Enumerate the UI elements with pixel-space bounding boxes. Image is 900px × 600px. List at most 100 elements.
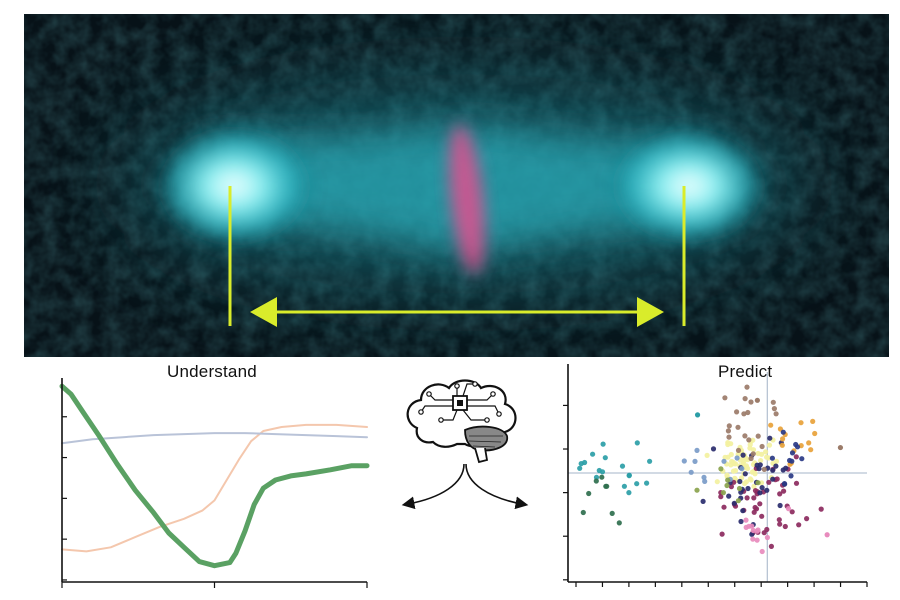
scatter-point: [719, 531, 725, 537]
scatter-point: [580, 509, 586, 516]
scatter-point: [734, 409, 740, 415]
scatter-point: [701, 474, 707, 480]
cerebellum: [464, 425, 508, 452]
right-spindle-pole: [609, 128, 769, 244]
understand-panel: Understand: [40, 360, 380, 600]
scatter-point: [753, 506, 760, 512]
scatter-point: [742, 396, 748, 402]
scatter-point: [757, 490, 763, 496]
scatter-point: [766, 479, 772, 485]
scatter-point: [812, 430, 818, 437]
cerebellum-folds: [468, 435, 503, 448]
scatter-point: [704, 452, 710, 458]
scatter-point: [750, 451, 756, 457]
scatter-point: [777, 521, 783, 527]
scatter-point: [725, 428, 731, 434]
scatter-point: [773, 411, 779, 417]
scatter-point: [788, 473, 794, 479]
scatter-point: [726, 434, 732, 440]
scatter-point: [837, 444, 844, 451]
scatter-point: [603, 483, 609, 489]
scatter-point: [647, 458, 653, 464]
scatter-point: [710, 446, 717, 452]
scatter-point: [755, 433, 761, 439]
scatter-point: [745, 409, 751, 416]
scatter-point: [681, 458, 687, 464]
micrograph-svg: [24, 14, 889, 357]
line-series: [61, 432, 368, 445]
scatter-point: [777, 502, 783, 509]
scatter-point: [798, 420, 804, 426]
brain-stem: [474, 447, 489, 464]
scatter-point: [785, 506, 792, 512]
scatter-point: [737, 478, 743, 485]
scatter-point: [748, 399, 754, 405]
scatter-point: [764, 534, 770, 541]
scatter-point: [794, 444, 801, 450]
scatter-point: [804, 516, 810, 522]
scatter-point: [789, 450, 796, 456]
scatter-point: [764, 526, 770, 533]
scatter-point: [738, 518, 744, 525]
scatter-point: [741, 459, 747, 465]
scatter-point: [621, 483, 627, 489]
scatter-point: [796, 522, 802, 528]
scatter-point: [793, 480, 800, 486]
scatter-point: [736, 485, 743, 492]
scatter-point: [770, 399, 776, 405]
scatter-point: [744, 464, 750, 470]
line-series: [61, 423, 368, 553]
scatter-point: [746, 523, 752, 529]
scatter-point: [774, 476, 780, 482]
scatter-point: [744, 495, 750, 501]
scatter-point: [747, 442, 753, 448]
scatter-point: [734, 455, 740, 461]
scatter-point: [599, 474, 605, 480]
scatter-point: [780, 436, 786, 442]
scatter-point: [808, 447, 814, 453]
scatter-point: [769, 455, 775, 461]
scatter-point: [586, 490, 592, 497]
scatter-point: [787, 457, 793, 464]
scatter-point: [751, 495, 757, 501]
scatter-point: [725, 441, 731, 448]
scatter-point: [759, 485, 765, 491]
scatter-point: [770, 467, 776, 473]
scatter-point: [799, 456, 805, 462]
scatter-point: [722, 454, 728, 460]
scatter-point: [688, 469, 694, 475]
predict-title: Predict: [718, 362, 773, 381]
scatter-point: [806, 440, 812, 446]
scatter-point: [793, 454, 799, 460]
predict-chart: [563, 364, 868, 587]
scatter-point: [694, 487, 700, 493]
scatter-point: [746, 437, 752, 443]
scatter-point: [759, 548, 765, 555]
scatter-point: [596, 467, 602, 474]
scatter-point: [739, 466, 745, 472]
scatter-point: [755, 480, 761, 486]
scatter-point: [735, 447, 742, 453]
scatter-point: [626, 490, 632, 496]
scatter-point: [750, 536, 756, 542]
scatter-point: [616, 520, 622, 526]
scatter-point: [824, 532, 830, 538]
scatter-point: [728, 484, 734, 490]
scatter-point: [779, 442, 785, 448]
scatter-point: [759, 451, 765, 457]
scatter-point: [761, 466, 767, 472]
scatter-point: [776, 517, 782, 523]
scatter-point: [602, 455, 608, 461]
scatter-point: [754, 537, 760, 543]
scatter-point: [735, 498, 741, 504]
scatter-point: [740, 508, 746, 514]
scatter-point: [694, 412, 701, 418]
scatter-point: [742, 433, 748, 439]
understand-chart: [59, 378, 370, 588]
scatter-point: [578, 461, 584, 467]
scatter-point: [783, 465, 789, 471]
scatter-point: [702, 478, 708, 484]
scatter-point: [767, 435, 773, 441]
scatter-point: [725, 477, 731, 483]
scatter-point: [694, 447, 700, 453]
